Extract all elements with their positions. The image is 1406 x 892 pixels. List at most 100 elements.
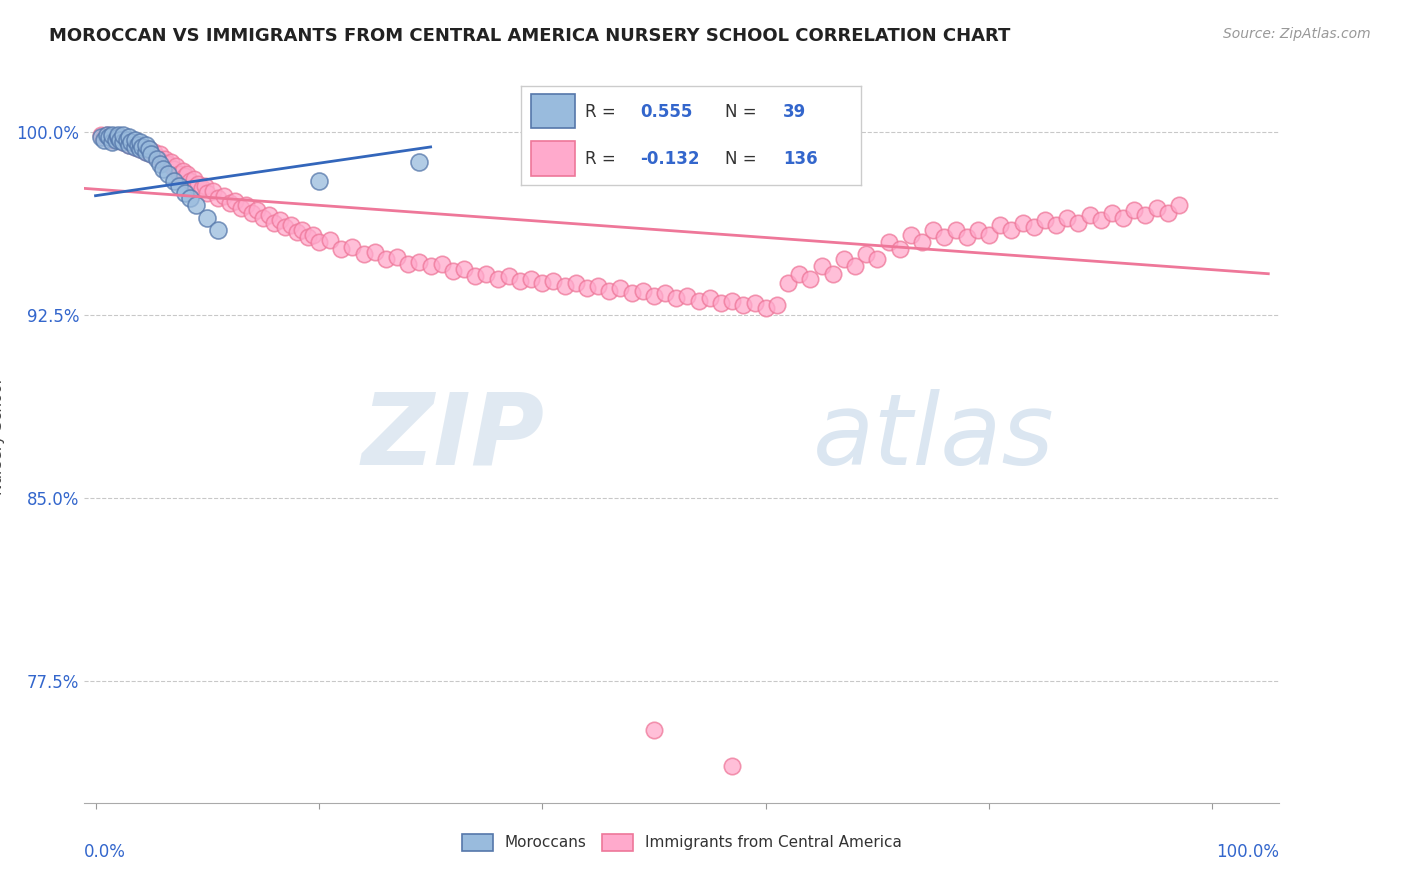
Point (1011, 215, 1033, 229)
Point (308, 235, 330, 249)
Point (1033, 213, 1056, 227)
Point (922, 223, 945, 237)
Point (207, 191, 229, 205)
Point (374, 252, 396, 266)
Point (146, 150, 169, 164)
Text: atlas: atlas (814, 389, 1054, 485)
Point (135, 145, 157, 159)
Point (160, 154, 183, 169)
Point (93, 133, 115, 147)
Point (832, 252, 855, 266)
Point (169, 178, 191, 193)
Point (609, 281, 631, 295)
Point (291, 223, 314, 237)
Point (419, 260, 441, 274)
Point (135, 137, 157, 152)
Point (911, 235, 934, 249)
Point (889, 243, 911, 257)
Point (240, 206, 263, 220)
Point (688, 293, 710, 308)
Point (131, 140, 153, 154)
Point (129, 135, 152, 149)
Point (1045, 218, 1067, 232)
Point (1123, 203, 1146, 218)
Point (531, 277, 554, 291)
Point (755, 301, 778, 315)
Point (396, 257, 419, 271)
Point (157, 157, 180, 171)
Point (152, 161, 174, 176)
Text: 0.0%: 0.0% (84, 843, 127, 861)
Point (107, 133, 129, 147)
Point (163, 161, 186, 176)
Point (96, 128, 118, 142)
Point (153, 152, 176, 166)
Point (554, 279, 576, 293)
Point (142, 145, 165, 159)
Point (120, 135, 142, 149)
Point (733, 298, 755, 312)
Point (977, 227, 1000, 242)
Point (112, 135, 135, 149)
Text: ZIP: ZIP (361, 389, 544, 485)
Point (744, 296, 766, 310)
Point (721, 293, 744, 308)
Point (108, 133, 131, 147)
Point (115, 133, 138, 147)
Point (120, 135, 142, 149)
Point (620, 286, 643, 301)
Point (118, 137, 141, 152)
Point (108, 130, 131, 145)
Point (127, 137, 149, 152)
Point (1022, 220, 1045, 235)
Point (107, 128, 129, 142)
Point (183, 171, 205, 186)
Point (280, 218, 302, 232)
Legend: Moroccans, Immigrants from Central America: Moroccans, Immigrants from Central Ameri… (456, 828, 908, 857)
Point (821, 267, 844, 281)
Point (308, 174, 330, 188)
Point (408, 254, 430, 268)
Point (364, 244, 387, 259)
Point (353, 247, 375, 261)
Point (90, 130, 112, 145)
Point (408, 154, 430, 169)
Point (173, 186, 195, 201)
Point (430, 257, 453, 271)
Point (195, 186, 218, 201)
Point (799, 271, 821, 285)
Point (104, 130, 127, 145)
Point (263, 215, 285, 229)
Point (229, 201, 252, 215)
Point (342, 240, 364, 254)
Point (90, 128, 112, 142)
Text: Source: ZipAtlas.com: Source: ZipAtlas.com (1223, 27, 1371, 41)
Point (654, 286, 676, 301)
Point (676, 288, 699, 302)
Point (101, 133, 124, 147)
Text: MOROCCAN VS IMMIGRANTS FROM CENTRAL AMERICA NURSERY SCHOOL CORRELATION CHART: MOROCCAN VS IMMIGRANTS FROM CENTRAL AMER… (49, 27, 1011, 45)
Point (194, 178, 217, 193)
Point (475, 267, 498, 281)
Point (464, 269, 486, 284)
Point (385, 250, 408, 264)
Point (844, 260, 866, 274)
Y-axis label: Nursery School: Nursery School (0, 379, 6, 495)
Point (1168, 198, 1191, 212)
Point (1146, 201, 1168, 215)
Point (631, 284, 654, 298)
Point (179, 191, 201, 205)
Point (699, 291, 721, 305)
Point (184, 178, 207, 193)
Point (967, 223, 990, 237)
Point (112, 128, 135, 142)
Point (138, 142, 160, 156)
Point (565, 277, 588, 291)
Point (118, 137, 141, 152)
Point (146, 152, 169, 166)
Point (1090, 213, 1112, 227)
Point (575, 281, 598, 295)
Point (1067, 215, 1090, 229)
Point (934, 230, 956, 244)
Point (207, 223, 229, 237)
